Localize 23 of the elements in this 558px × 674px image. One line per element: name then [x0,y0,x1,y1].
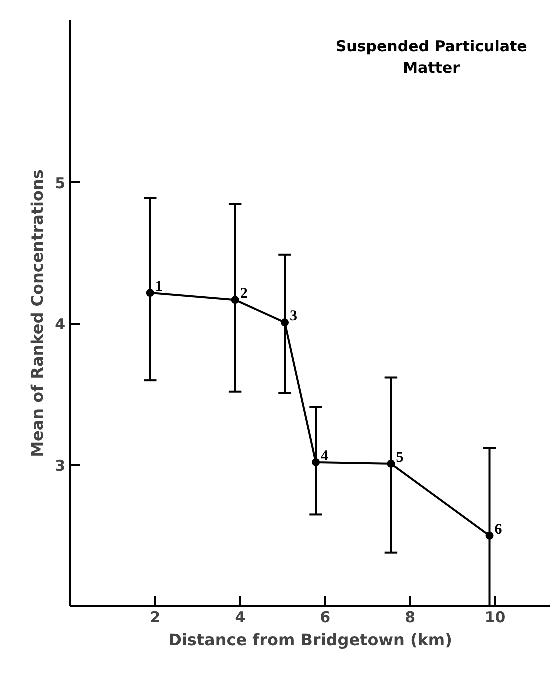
y-tick-label: 3 [55,456,66,475]
x-tick-label: 4 [235,608,246,626]
point [231,296,240,304]
annotation: 5 [396,450,404,466]
point [146,289,154,298]
annotation: 6 [494,522,503,538]
point [486,532,494,540]
x-tick-label: 2 [150,608,161,626]
annotation: 4 [321,448,330,464]
annotation: Suspended Particulate Matter [336,37,528,78]
point [312,458,320,466]
y-tick-label: 4 [55,316,66,334]
y-tick-label: 5 [55,174,66,192]
x-tick-label: 10 [484,608,506,626]
point [281,318,290,327]
annotation: 2 [240,286,248,302]
point [387,460,396,468]
annotation: 3 [290,308,298,325]
x-tick-label: 8 [405,608,416,626]
x-axis-title: Distance from Bridgetown (km) [168,630,452,650]
annotation: 1 [155,279,163,296]
y-axis-title: Mean of Ranked Concentrations [28,170,48,458]
x-tick-label: 6 [320,608,331,626]
